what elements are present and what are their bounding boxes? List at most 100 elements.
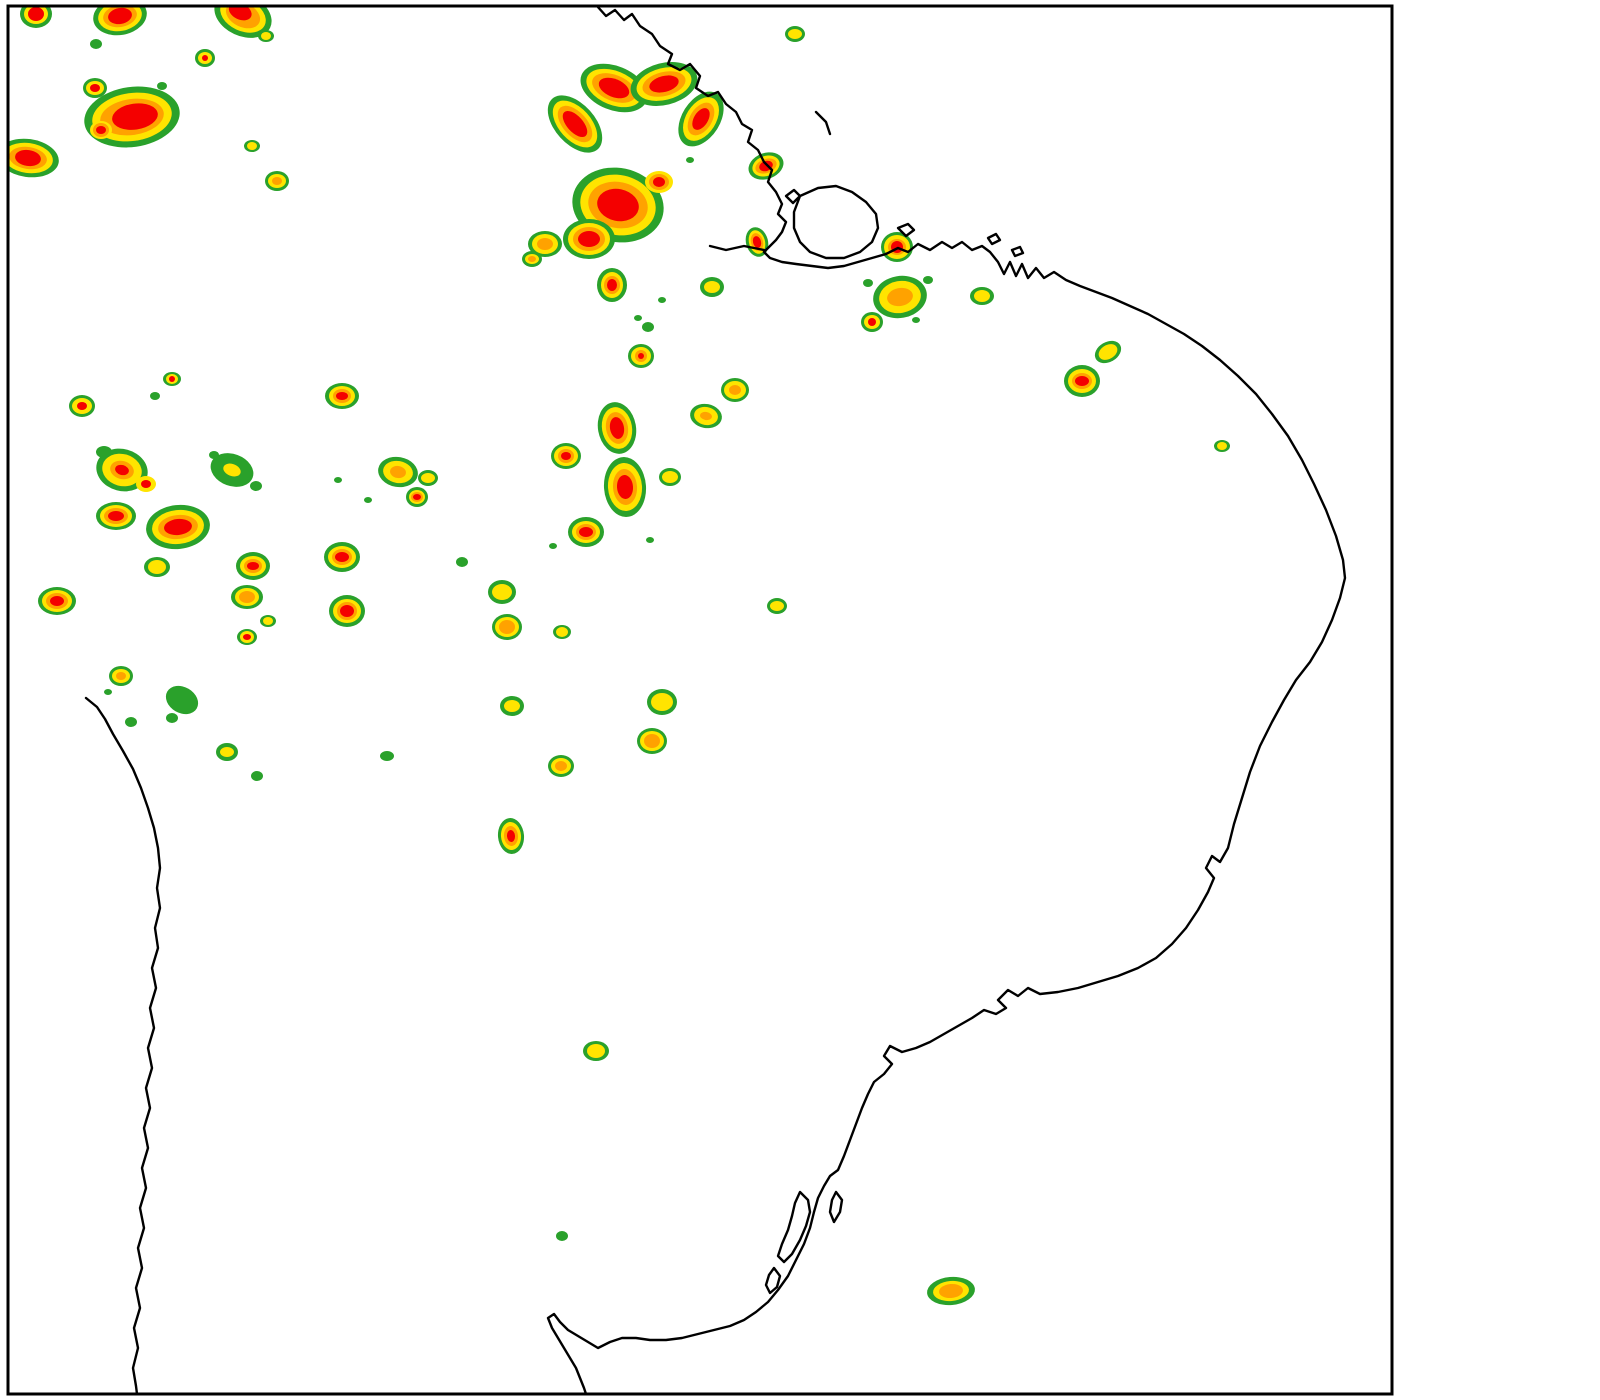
storm-cell (549, 543, 557, 549)
storm-cell (678, 91, 724, 147)
intensity-ring-y (651, 693, 673, 711)
intensity-ring-g (165, 685, 199, 715)
coastline-layer (84, 6, 1347, 1394)
intensity-ring-y (223, 463, 241, 477)
storm-cell (647, 689, 677, 715)
storm-cell (863, 279, 873, 287)
intensity-ring-r (607, 279, 617, 291)
intensity-ring-g (125, 717, 137, 727)
intensity-ring-r (164, 518, 192, 536)
intensity-ring-r (868, 318, 876, 326)
storm-cell (700, 277, 724, 297)
intensity-ring-y (220, 747, 234, 757)
storm-cell (686, 157, 694, 163)
intensity-ring-r (506, 830, 516, 842)
intensity-ring-o (116, 672, 126, 680)
intensity-ring-r (335, 552, 349, 562)
storm-cell (209, 451, 219, 459)
island-florianopolis-island (828, 1190, 844, 1224)
intensity-ring-g (150, 392, 160, 400)
storm-cell (104, 689, 112, 695)
intensity-ring-r (752, 236, 762, 248)
intensity-ring-y (492, 584, 512, 600)
intensity-ring-g (250, 481, 262, 491)
storm-cell (597, 402, 637, 454)
intensity-ring-o (555, 761, 567, 771)
storm-cell (265, 171, 289, 191)
storm-cell (659, 468, 681, 486)
storm-cell (927, 1276, 975, 1306)
storm-cell (8, 138, 59, 178)
intensity-ring-r (202, 55, 208, 61)
storm-cell (970, 287, 994, 305)
storm-cell (258, 30, 274, 42)
storm-cell (38, 587, 76, 615)
intensity-ring-r (141, 480, 151, 488)
storm-cell (250, 481, 262, 491)
intensity-ring-g (364, 497, 372, 503)
storm-cell (83, 78, 107, 98)
island-coast-islet-1 (986, 232, 1002, 246)
intensity-ring-y (556, 627, 568, 637)
intensity-ring-o (644, 734, 660, 748)
intensity-ring-g (646, 537, 654, 543)
intensity-ring-y (1098, 344, 1118, 360)
intensity-ring-r (50, 596, 64, 606)
intensity-ring-g (334, 477, 342, 483)
intensity-ring-r (692, 108, 710, 130)
storm-cell (912, 317, 920, 323)
storm-cell (406, 487, 428, 507)
coastline-amazon-river-stub (708, 244, 766, 252)
intensity-ring-g (157, 82, 167, 90)
storm-cell (210, 453, 254, 487)
intensity-ring-o (528, 256, 536, 262)
storm-cell (136, 476, 156, 492)
coastline-guiana-river-stub (814, 110, 832, 136)
storm-cell (456, 557, 468, 567)
storm-cell (244, 140, 260, 152)
storm-cell (646, 537, 654, 543)
intensity-ring-g (642, 322, 654, 332)
intensity-ring-r (561, 452, 571, 460)
intensity-ring-y (974, 290, 990, 302)
intensity-ring-r (578, 231, 600, 247)
storm-cell (84, 86, 180, 148)
intensity-ring-r (90, 84, 100, 92)
intensity-ring-r (579, 527, 593, 537)
storm-cell (163, 372, 181, 386)
intensity-ring-y (504, 700, 520, 712)
storm-cell (1094, 340, 1122, 364)
intensity-ring-r (115, 464, 129, 476)
storm-cell (645, 171, 673, 193)
intensity-ring-o (499, 620, 515, 634)
intensity-ring-g (209, 451, 219, 459)
intensity-ring-g (686, 157, 694, 163)
coastline-pacific-coast (84, 696, 162, 1394)
storm-cell (1064, 365, 1100, 397)
storm-cell (1214, 440, 1230, 452)
storm-cell (923, 276, 933, 284)
storm-cell (563, 219, 615, 259)
storm-cell (603, 457, 647, 517)
intensity-ring-y (788, 29, 802, 39)
storm-cell (528, 231, 562, 257)
intensity-ring-g (104, 689, 112, 695)
storm-cell (236, 552, 270, 580)
storm-cell (637, 728, 667, 754)
intensity-ring-g (923, 276, 933, 284)
intensity-ring-g (90, 39, 102, 49)
intensity-ring-o (700, 411, 712, 421)
intensity-ring-r (609, 417, 625, 439)
storm-cell (873, 275, 927, 319)
storm-cell (144, 557, 170, 577)
storm-cell (166, 713, 178, 723)
intensity-ring-g (166, 713, 178, 723)
intensity-ring-r (28, 7, 44, 21)
intensity-ring-r (1075, 376, 1089, 386)
storm-cell (260, 615, 276, 627)
storm-cell (165, 685, 199, 715)
storm-cell (488, 580, 516, 604)
storm-cell (556, 1231, 568, 1241)
intensity-ring-y (662, 471, 678, 483)
